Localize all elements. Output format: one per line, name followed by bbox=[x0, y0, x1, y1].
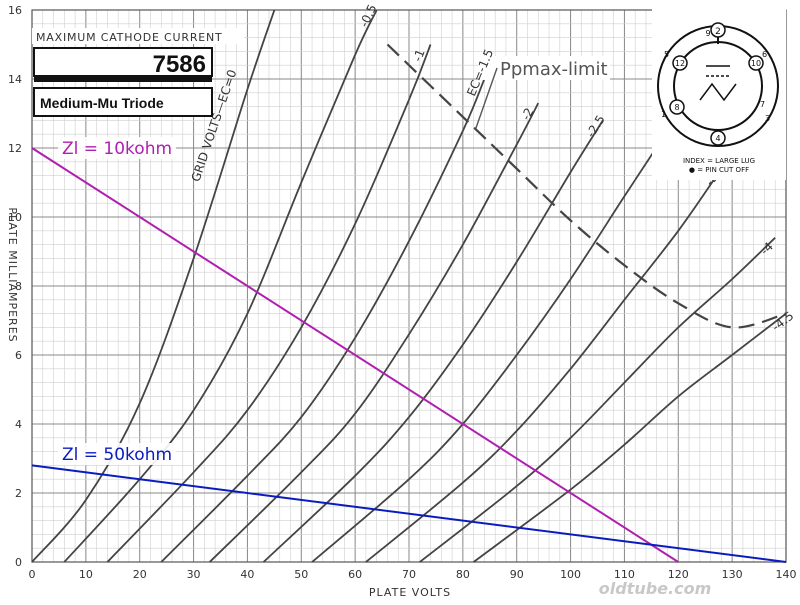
max-current-label-bg bbox=[32, 28, 244, 44]
basing-note-pin-cut: ● = PIN CUT OFF bbox=[689, 166, 749, 174]
basing-diagram: 2 9 5 6 1 3 7 12 10 8 4 INDEX = LARGE LU… bbox=[652, 8, 786, 180]
curve-label-4: -2 bbox=[519, 105, 537, 122]
curve-9 bbox=[473, 312, 787, 563]
load-line-label-bg-1 bbox=[58, 443, 176, 465]
pp-max-limit: Ppmax-limit bbox=[386, 43, 787, 329]
y-axis-title: PLATE MILLIAMPERES bbox=[6, 207, 19, 342]
title-block: MAXIMUM CATHODE CURRENT 7586 Medium-Mu T… bbox=[32, 28, 244, 117]
load-line-label-0: Zl = 10kohm bbox=[62, 139, 172, 159]
curve-2 bbox=[106, 44, 432, 563]
pp-limit-line bbox=[386, 43, 787, 329]
pin-10-label: 10 bbox=[751, 59, 761, 68]
y-tick-label: 0 bbox=[15, 556, 22, 569]
y-tick-label: 8 bbox=[15, 280, 22, 293]
y-tick-label: 14 bbox=[8, 73, 22, 86]
x-tick-label: 70 bbox=[402, 568, 416, 581]
pin-12 bbox=[672, 55, 688, 71]
pin-2 bbox=[710, 22, 726, 38]
tube-type-box bbox=[33, 87, 213, 117]
pin-10 bbox=[748, 55, 764, 71]
pin-2-label: 2 bbox=[715, 27, 721, 37]
pin-9-label: 9 bbox=[705, 29, 710, 38]
tick-labels: 0 10 20 30 40 50 60 70 80 90 100 110 120 130 140024681… bbox=[8, 4, 797, 581]
x-tick-label: 0 bbox=[29, 568, 36, 581]
load-line-1 bbox=[31, 464, 787, 563]
y-tick-label: 16 bbox=[8, 4, 22, 17]
title-divider bbox=[34, 77, 212, 82]
x-tick-label: 90 bbox=[510, 568, 524, 581]
pin-8-label: 8 bbox=[674, 103, 679, 112]
x-axis-title: PLATE VOLTS bbox=[369, 586, 451, 599]
pin-12-label: 12 bbox=[675, 59, 685, 68]
curve-3 bbox=[160, 78, 486, 563]
pin-6-label: 6 bbox=[762, 50, 767, 59]
x-tick-label: 130 bbox=[722, 568, 743, 581]
grid bbox=[31, 9, 787, 563]
pin-1-label: 1 bbox=[661, 110, 666, 119]
x-tick-label: 40 bbox=[240, 568, 254, 581]
heater-symbol-icon bbox=[699, 82, 737, 102]
pp-limit-label: Ppmax-limit bbox=[500, 59, 608, 80]
pin-8 bbox=[669, 99, 685, 115]
x-tick-label: 30 bbox=[187, 568, 201, 581]
y-tick-label: 4 bbox=[15, 418, 22, 431]
y-tick-label: 2 bbox=[15, 487, 22, 500]
pin-5-label: 5 bbox=[664, 50, 669, 59]
load-line-label-1: Zl = 50kohm bbox=[62, 445, 172, 465]
load-line-label-bg-0 bbox=[58, 137, 176, 159]
pin-3-label: 3 bbox=[765, 114, 770, 123]
curve-6 bbox=[311, 130, 669, 563]
pp-limit-pointer bbox=[475, 67, 498, 129]
y-tick-label: 12 bbox=[8, 142, 22, 155]
watermark: oldtube.com bbox=[599, 579, 712, 598]
x-tick-label: 60 bbox=[348, 568, 362, 581]
x-tick-label: 120 bbox=[668, 568, 689, 581]
plot-frame bbox=[31, 9, 787, 563]
x-tick-label: 110 bbox=[614, 568, 635, 581]
tube-number: 7586 bbox=[153, 51, 206, 78]
curve-label-2: -1 bbox=[410, 47, 427, 63]
x-tick-label: 140 bbox=[776, 568, 797, 581]
x-tick-label: 100 bbox=[560, 568, 581, 581]
curve-7 bbox=[365, 168, 723, 563]
y-tick-label: 10 bbox=[8, 211, 22, 224]
tube-number-box bbox=[33, 47, 213, 77]
grid-voltage-curves bbox=[31, 9, 787, 563]
y-tick-label: 6 bbox=[15, 349, 22, 362]
curve-4 bbox=[209, 102, 540, 563]
x-tick-label: 20 bbox=[133, 568, 147, 581]
pin-4-label: 4 bbox=[715, 134, 720, 143]
load-lines: Zl = 10kohm Zl = 50kohm bbox=[31, 137, 787, 563]
basing-note-index: INDEX = LARGE LUG bbox=[683, 157, 755, 165]
tube-type: Medium-Mu Triode bbox=[40, 95, 164, 111]
max-current-label: MAXIMUM CATHODE CURRENT bbox=[36, 31, 223, 44]
curve-0 bbox=[31, 9, 276, 563]
x-tick-label: 10 bbox=[79, 568, 93, 581]
load-line-0 bbox=[31, 147, 679, 563]
pin-7-label: 7 bbox=[760, 100, 765, 109]
curve-5 bbox=[262, 119, 604, 563]
x-tick-label: 80 bbox=[456, 568, 470, 581]
x-tick-label: 50 bbox=[294, 568, 308, 581]
pin-4 bbox=[710, 130, 726, 146]
pp-limit-label-bg bbox=[480, 56, 610, 80]
curve-8 bbox=[419, 237, 776, 563]
